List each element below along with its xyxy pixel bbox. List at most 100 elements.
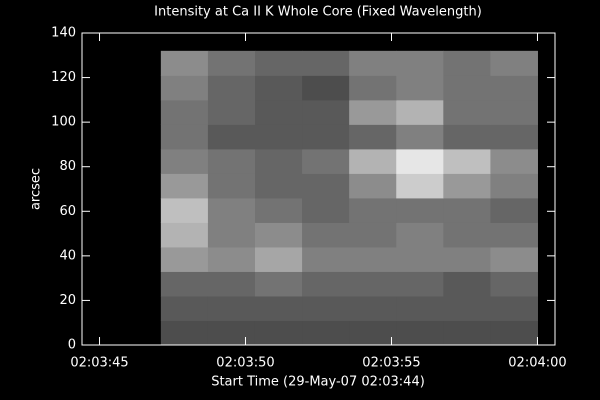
image-cell (302, 50, 350, 76)
image-cell (349, 50, 397, 76)
image-cell (396, 148, 444, 174)
image-cell (160, 320, 209, 346)
image-cell (349, 271, 397, 297)
image-cell (207, 222, 256, 248)
image-cell (302, 320, 350, 346)
image-cell (490, 222, 538, 248)
image-cell (207, 320, 256, 346)
image-cell (160, 75, 209, 101)
image-cell (396, 75, 444, 101)
image-cell (302, 173, 350, 199)
image-cell (160, 271, 209, 297)
image-cell (302, 271, 350, 297)
image-cell (302, 124, 350, 150)
image-cell (443, 124, 491, 150)
image-cell (396, 320, 444, 346)
image-cell (160, 173, 209, 199)
image-cell (254, 295, 303, 321)
image-cell (396, 197, 444, 223)
image-cell (490, 246, 538, 272)
y-tick-label: 140 (51, 26, 76, 41)
image-cell (490, 99, 538, 125)
x-tick-label: 02:03:55 (362, 356, 420, 371)
image-cell (254, 173, 303, 199)
image-cell (254, 271, 303, 297)
image-cell (396, 246, 444, 272)
image-cell (254, 320, 303, 346)
image-cell (490, 295, 538, 321)
image-cell (349, 173, 397, 199)
y-tick-label: 0 (68, 338, 76, 353)
image-cell (490, 271, 538, 297)
image-cell (396, 295, 444, 321)
image-cell (302, 75, 350, 101)
image-cell (443, 320, 491, 346)
image-cell (160, 295, 209, 321)
image-cell (254, 246, 303, 272)
plot-frame (81, 32, 556, 346)
x-tick-label: 02:04:00 (508, 356, 566, 371)
y-tick-label: 40 (59, 248, 76, 263)
image-cell (207, 271, 256, 297)
image-cell (443, 222, 491, 248)
image-cell (490, 148, 538, 174)
image-cell (302, 197, 350, 223)
image-cell (490, 320, 538, 346)
image-cell (160, 99, 209, 125)
image-cell (207, 295, 256, 321)
image-cell (207, 197, 256, 223)
image-cell (490, 197, 538, 223)
image-cell (207, 50, 256, 76)
image-cell (443, 50, 491, 76)
image-cell (349, 295, 397, 321)
image-cell (254, 99, 303, 125)
x-tick-label: 02:03:50 (216, 356, 274, 371)
image-cell (490, 75, 538, 101)
image-cell (443, 173, 491, 199)
image-cell (207, 75, 256, 101)
image-cell (443, 197, 491, 223)
image-cell (160, 197, 209, 223)
image-cell (254, 197, 303, 223)
y-tick-label: 20 (59, 293, 76, 308)
image-cell (207, 124, 256, 150)
image-cell (254, 124, 303, 150)
image-cell (396, 99, 444, 125)
y-tick-label: 80 (59, 159, 76, 174)
image-cell (443, 246, 491, 272)
image-cell (254, 148, 303, 174)
image-cell (443, 99, 491, 125)
image-cell (349, 148, 397, 174)
image-cell (443, 148, 491, 174)
image-cell (396, 222, 444, 248)
image-cell (302, 99, 350, 125)
image-cell (349, 222, 397, 248)
chart-title: Intensity at Ca II K Whole Core (Fixed W… (154, 5, 482, 20)
image-cell (349, 197, 397, 223)
image-cell (302, 295, 350, 321)
image-cell (254, 222, 303, 248)
y-tick-label: 120 (51, 70, 76, 85)
image-cell (302, 246, 350, 272)
image-cell (160, 246, 209, 272)
y-tick-label: 100 (51, 115, 76, 130)
image-cell (207, 173, 256, 199)
x-tick-label: 02:03:45 (70, 356, 128, 371)
image-cell (160, 124, 209, 150)
image-cell (443, 271, 491, 297)
image-cell (302, 148, 350, 174)
image-cell (349, 99, 397, 125)
image-cell (349, 246, 397, 272)
image-cell (254, 50, 303, 76)
image-cell (443, 75, 491, 101)
image-cell (396, 173, 444, 199)
image-cell (302, 222, 350, 248)
image-cell (160, 148, 209, 174)
image-cell (490, 124, 538, 150)
image-cell (443, 295, 491, 321)
image-cell (396, 271, 444, 297)
image-cell (349, 124, 397, 150)
image-cell (207, 99, 256, 125)
image-cell (349, 75, 397, 101)
